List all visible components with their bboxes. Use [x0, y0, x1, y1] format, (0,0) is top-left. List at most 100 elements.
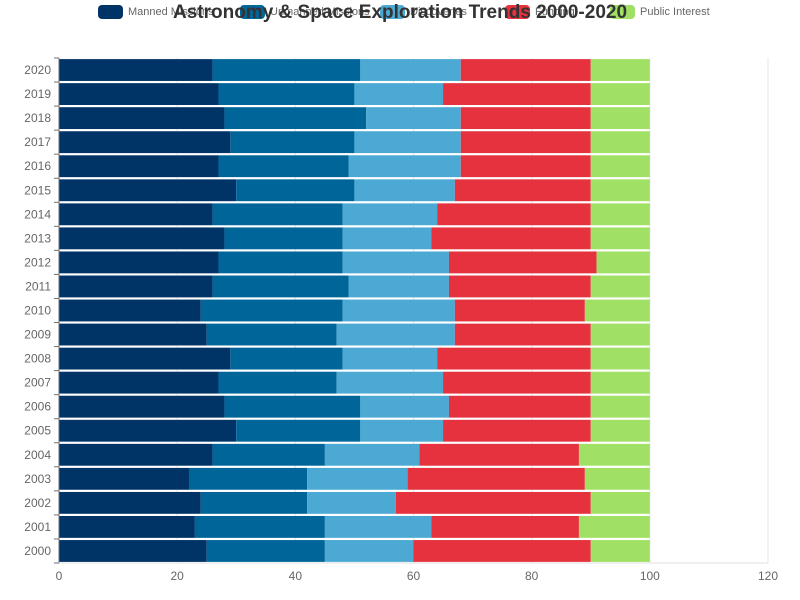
bar-segment: [212, 59, 361, 81]
legend-label: Public Interest: [640, 6, 710, 18]
bar-segment: [212, 443, 325, 466]
bar-segment: [360, 59, 461, 81]
x-tick-label: 60: [407, 569, 421, 583]
bar-segment: [590, 59, 650, 81]
bar-segment: [454, 179, 591, 202]
bar-segment: [206, 323, 337, 346]
bar-segment: [342, 203, 438, 226]
bar-segment: [419, 443, 579, 466]
bar-segment: [336, 371, 444, 394]
legend-item[interactable]: Public Interest: [610, 3, 710, 21]
legend-label: Manned Missions: [128, 6, 214, 18]
bar-segment: [443, 83, 591, 105]
legend-item[interactable]: Funding: [505, 3, 575, 21]
bar-segment: [460, 59, 591, 81]
bar-segment: [590, 107, 650, 130]
bar-segment: [360, 395, 449, 418]
bar-segment: [59, 467, 189, 490]
bar-segment: [324, 540, 414, 562]
y-tick-label: 2018: [24, 111, 51, 125]
axes: 0 20 40 60 80 100 120 2000 2001 2002 2003 2004 2005 2…: [24, 57, 778, 583]
bar-segment: [431, 227, 591, 250]
legend-label: Funding: [535, 6, 575, 18]
x-tick-label: 80: [525, 569, 539, 583]
bar-segment: [413, 540, 591, 562]
bar-segment: [590, 203, 650, 226]
bar-segment: [236, 419, 361, 442]
x-tick-label: 20: [170, 569, 184, 583]
bar-segment: [454, 299, 585, 322]
bar-segment: [59, 347, 231, 370]
legend-label: Discoveries: [410, 6, 467, 18]
bar-segment: [59, 227, 225, 250]
bar-segment: [59, 59, 213, 81]
bar-segment: [448, 251, 597, 274]
bar-segment: [224, 107, 367, 130]
bar-segment: [59, 251, 219, 274]
bar-segment: [236, 179, 355, 202]
bar-segment: [590, 347, 650, 370]
bar-segment: [407, 467, 585, 490]
bar-segment: [443, 419, 591, 442]
bar-segment: [590, 395, 650, 418]
bar-segment: [460, 107, 591, 130]
y-tick-label: 2019: [24, 87, 51, 101]
bar-segment: [360, 419, 444, 442]
y-tick-label: 2002: [24, 496, 51, 510]
y-tick-label: 2008: [24, 352, 51, 366]
bar-segment: [59, 299, 201, 322]
bar-segment: [596, 251, 650, 274]
bar-segment: [230, 347, 343, 370]
bar-segment: [431, 516, 579, 538]
bar-segment: [348, 275, 449, 298]
bar-segment: [342, 347, 438, 370]
bar-segment: [354, 131, 461, 154]
bar-segment: [590, 83, 650, 105]
bar-segment: [437, 347, 591, 370]
bar-segment: [395, 491, 591, 514]
bar-segment: [590, 275, 650, 298]
bar-segment: [59, 491, 201, 514]
bar-segment: [194, 516, 325, 538]
x-tick-label: 40: [289, 569, 303, 583]
y-tick-label: 2014: [24, 207, 51, 221]
legend-item[interactable]: Manned Missions: [98, 3, 214, 21]
bar-segment: [212, 203, 343, 226]
legend-swatch: [610, 5, 635, 19]
bar-segment: [59, 516, 195, 538]
bar-segment: [59, 540, 207, 562]
bar-segment: [342, 251, 449, 274]
y-tick-label: 2015: [24, 183, 51, 197]
bar-segment: [59, 83, 219, 105]
bar-segment: [590, 540, 650, 562]
y-tick-label: 2009: [24, 328, 51, 342]
bar-segment: [324, 516, 432, 538]
legend-item[interactable]: Unmanned Missions: [240, 3, 370, 21]
bar-segment: [454, 323, 591, 346]
bar-segment: [59, 371, 219, 394]
y-tick-label: 2001: [24, 520, 51, 534]
bar-segment: [342, 227, 432, 250]
bar-segment: [307, 467, 408, 490]
legend-item[interactable]: Discoveries: [380, 3, 467, 21]
bar-segment: [342, 299, 455, 322]
bar-segment: [590, 419, 650, 442]
y-tick-label: 2006: [24, 400, 51, 414]
bar-segment: [59, 155, 219, 178]
x-tick-label: 100: [640, 569, 660, 583]
bar-segment: [443, 371, 591, 394]
bar-segment: [212, 275, 349, 298]
bar-segment: [206, 540, 325, 562]
bar-segment: [218, 155, 349, 178]
bar-segment: [460, 155, 591, 178]
bar-segment: [590, 491, 650, 514]
legend-swatch: [380, 5, 405, 19]
x-tick-label: 120: [758, 569, 778, 583]
chart-title: Astronomy & Space Exploration Trends 200…: [172, 2, 628, 23]
bar-segment: [590, 131, 650, 154]
bar-segment: [224, 395, 361, 418]
y-tick-label: 2016: [24, 159, 51, 173]
bar-segment: [590, 155, 650, 178]
bars: [59, 59, 650, 562]
bar-segment: [590, 179, 650, 202]
